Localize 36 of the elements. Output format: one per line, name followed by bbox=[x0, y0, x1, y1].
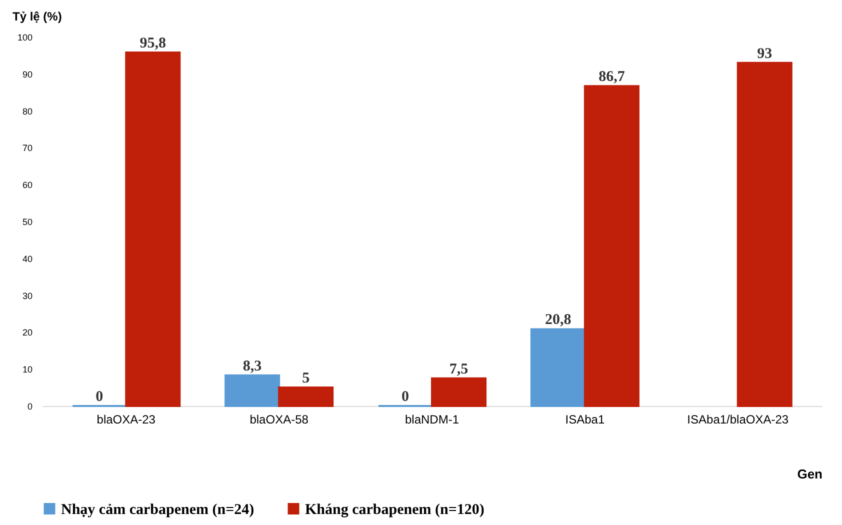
bar bbox=[530, 328, 586, 407]
y-tick-label: 90 bbox=[22, 69, 32, 80]
bar bbox=[125, 52, 181, 407]
y-tick-label: 0 bbox=[27, 402, 32, 412]
y-tick-label: 40 bbox=[22, 254, 32, 264]
y-tick-label: 60 bbox=[22, 180, 32, 190]
data-label: 20,8 bbox=[545, 312, 572, 328]
bar bbox=[584, 85, 640, 407]
y-tick-label: 20 bbox=[22, 328, 32, 338]
y-tick-label: 50 bbox=[22, 217, 32, 227]
x-tick-label: blaNDM-1 bbox=[404, 412, 460, 426]
y-tick-label: 80 bbox=[22, 106, 32, 116]
data-label: 0 bbox=[401, 389, 409, 405]
bar bbox=[224, 374, 280, 407]
x-tick-label: blaOXA-58 bbox=[250, 412, 309, 426]
data-label: 8,3 bbox=[242, 358, 262, 374]
x-tick-label: ISAba1/blaOXA-23 bbox=[687, 412, 789, 426]
y-axis-title: Tỷ lệ (%) bbox=[12, 10, 62, 24]
data-label: 93 bbox=[757, 46, 772, 62]
data-label: 0 bbox=[96, 389, 104, 405]
data-label: 86,7 bbox=[598, 69, 626, 86]
data-label: 95,8 bbox=[140, 36, 166, 52]
x-axis-title: Gen bbox=[797, 466, 823, 482]
y-tick-label: 100 bbox=[17, 32, 32, 42]
x-tick-label: blaOXA-23 bbox=[96, 412, 156, 426]
data-label: 5 bbox=[302, 370, 310, 387]
x-tick-label: ISAba1 bbox=[565, 412, 605, 426]
legend-label: Kháng carbapenem (n=120) bbox=[305, 502, 484, 518]
bar bbox=[736, 62, 792, 407]
bar bbox=[278, 386, 334, 407]
y-tick-label: 70 bbox=[22, 143, 32, 154]
y-tick-label: 30 bbox=[22, 290, 32, 301]
legend-label: Nhạy cảm carbapenem (n=24) bbox=[61, 502, 254, 518]
data-label: 7,5 bbox=[449, 361, 468, 378]
y-tick-label: 10 bbox=[22, 364, 32, 375]
bar bbox=[431, 377, 487, 407]
